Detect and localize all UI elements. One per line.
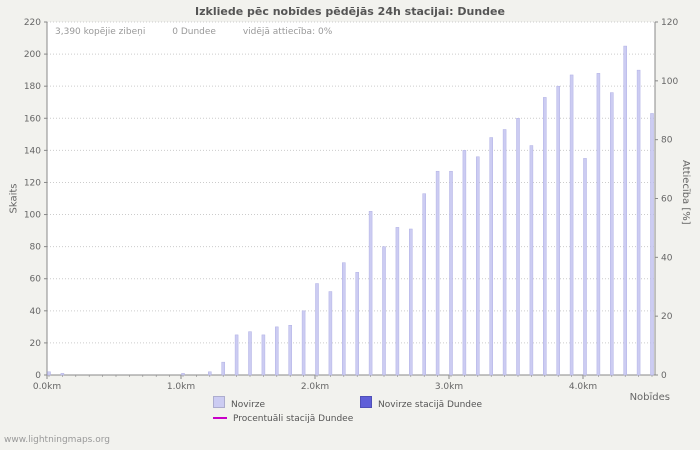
bar: [516, 118, 520, 376]
bar: [248, 331, 252, 376]
bar: [288, 325, 292, 376]
right-tick-label: 60: [661, 195, 673, 205]
bar: [650, 113, 654, 376]
left-tick-label: 0: [35, 371, 41, 381]
x-tick-label: 0.0km: [33, 382, 61, 392]
stat-total-strikes: 3,390 kopējie zibeņi: [55, 27, 146, 37]
x-axis-label: Nobīdes: [629, 392, 670, 403]
bar: [543, 97, 547, 376]
site-url: www.lightningmaps.org: [4, 435, 110, 445]
left-tick-label: 80: [30, 243, 42, 253]
x-tick-label: 4.0km: [569, 382, 597, 392]
left-tick-label: 180: [24, 82, 41, 92]
legend-label-novirze: Novirze: [231, 400, 266, 410]
stat-avg-ratio: vidējā attiecība: 0%: [242, 27, 333, 37]
bar: [181, 373, 185, 376]
chart-title: Izkliede pēc nobīdes pēdējās 24h stacija…: [195, 5, 505, 18]
left-tick-label: 160: [24, 114, 41, 124]
bar: [435, 170, 440, 376]
legend-item-novirze-station: Novirze stacijā Dundee: [360, 396, 482, 410]
left-tick-label: 40: [30, 307, 42, 317]
bar: [47, 371, 51, 376]
bar: [489, 137, 493, 376]
bar: [583, 158, 587, 376]
bar: [301, 310, 306, 376]
left-tick-label: 20: [30, 339, 42, 349]
bar: [395, 227, 400, 376]
bar: [636, 69, 641, 376]
bar: [623, 45, 627, 376]
bar: [355, 272, 359, 376]
bar: [315, 283, 319, 376]
bar: [368, 211, 373, 376]
stat-station-strikes: 0 Dundee: [172, 27, 216, 37]
bar: [382, 246, 386, 376]
plot-area: [47, 22, 655, 375]
bar: [208, 371, 212, 376]
bar: [409, 228, 413, 376]
x-tick-label: 2.0km: [301, 382, 329, 392]
bar: [60, 373, 65, 376]
right-tick-label: 100: [661, 77, 678, 87]
bar: [476, 156, 480, 376]
bar: [529, 145, 534, 376]
bar: [221, 361, 225, 376]
left-tick-label: 220: [24, 18, 41, 28]
legend-item-percent-line: Procentuāli stacijā Dundee: [213, 414, 353, 424]
bar: [342, 262, 346, 376]
bar: [569, 74, 574, 376]
left-tick-label: 100: [24, 211, 41, 221]
chart-stats: 3,390 kopējie zibeņi 0 Dundee vidējā att…: [55, 27, 356, 37]
bar: [422, 193, 426, 376]
x-tick-label: 1.0km: [167, 382, 195, 392]
legend-item-novirze: Novirze: [213, 396, 265, 410]
bar: [234, 334, 239, 376]
right-tick-label: 80: [661, 136, 673, 146]
legend-label-novirze-station: Novirze stacijā Dundee: [378, 400, 483, 410]
bar: [596, 73, 601, 376]
legend-swatch-percent-line: [213, 417, 227, 419]
right-tick-label: 120: [661, 18, 678, 28]
legend-label-percent-line: Procentuāli stacijā Dundee: [233, 414, 354, 424]
left-tick-label: 200: [24, 50, 41, 60]
legend-swatch-novirze-station: [360, 396, 372, 408]
y-axis-label-right: Attiecība [%]: [680, 160, 691, 225]
bar: [462, 150, 467, 376]
legend-swatch-novirze: [213, 396, 225, 408]
bar: [449, 170, 453, 376]
right-tick-label: 40: [661, 253, 673, 263]
bar: [275, 326, 279, 376]
left-tick-label: 60: [30, 275, 42, 285]
bar: [328, 291, 333, 376]
left-tick-label: 140: [24, 146, 41, 156]
y-axis-label-left: Skaits: [8, 183, 20, 214]
right-tick-label: 0: [661, 371, 667, 381]
right-tick-label: 20: [661, 312, 673, 322]
bar: [502, 129, 507, 376]
x-tick-label: 3.0km: [435, 382, 463, 392]
left-tick-label: 120: [24, 178, 41, 188]
bar: [261, 334, 266, 376]
bar: [556, 85, 560, 376]
bar: [610, 92, 614, 376]
